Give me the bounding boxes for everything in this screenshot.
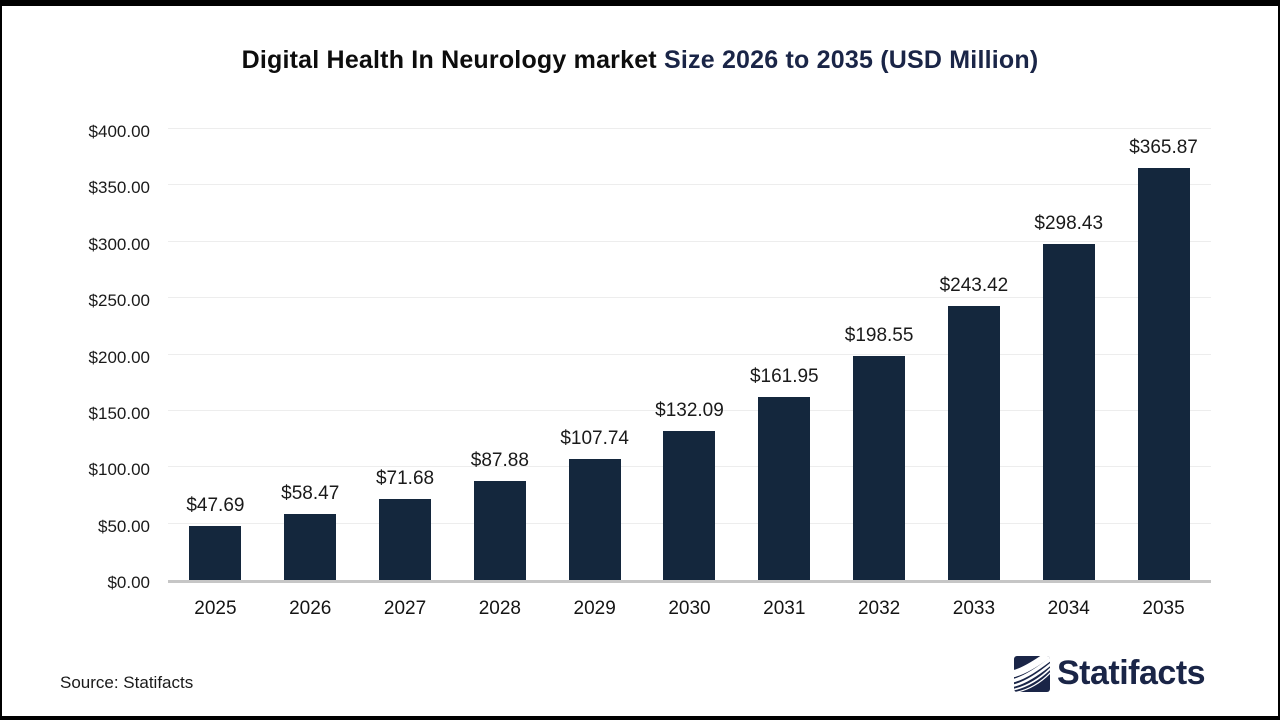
bar-slot: $107.74 bbox=[547, 132, 642, 580]
bar-slot: $87.88 bbox=[452, 132, 547, 580]
bar bbox=[758, 397, 811, 580]
bar-slot: $132.09 bbox=[642, 132, 737, 580]
bar-value-label: $132.09 bbox=[655, 400, 724, 422]
x-tick-label: 2029 bbox=[573, 598, 616, 619]
chart-title-accent: Size 2026 to 2035 (USD Million) bbox=[663, 46, 1039, 74]
bar-slot: $71.68 bbox=[358, 132, 453, 580]
y-tick-label: $400.00 bbox=[88, 122, 150, 141]
bar-value-label: $365.87 bbox=[1129, 136, 1198, 158]
bar-slot: $365.87 bbox=[1116, 132, 1211, 580]
y-tick-label: $150.00 bbox=[88, 403, 150, 423]
bar-value-label: $47.69 bbox=[186, 495, 245, 517]
statifacts-logo: Statifacts bbox=[1014, 651, 1206, 695]
x-tick-label: 2035 bbox=[1142, 598, 1185, 619]
gridline bbox=[168, 240, 1211, 242]
bar bbox=[568, 458, 621, 580]
y-tick-label: $300.00 bbox=[88, 234, 150, 254]
source-note: Source: Statifacts bbox=[60, 673, 194, 692]
y-tick-label: $0.00 bbox=[107, 573, 150, 592]
x-tick-label: 2025 bbox=[194, 598, 237, 619]
y-tick-label: $100.00 bbox=[88, 460, 150, 480]
bar-slot: $47.69 bbox=[168, 132, 263, 580]
x-tick-label: 2030 bbox=[668, 598, 711, 619]
bar-value-label: $161.95 bbox=[749, 366, 819, 388]
bar bbox=[284, 514, 337, 580]
chart-title: Digital Health In Neurology market Size … bbox=[2, 46, 1278, 75]
statifacts-logo-text: Statifacts bbox=[1057, 654, 1206, 692]
gridline bbox=[168, 353, 1211, 355]
bar bbox=[853, 356, 906, 580]
gridline bbox=[168, 409, 1211, 411]
gridline bbox=[168, 297, 1211, 299]
x-tick-label: 2027 bbox=[383, 598, 427, 619]
y-tick-label: $200.00 bbox=[88, 347, 150, 367]
statifacts-logo-icon bbox=[1014, 656, 1050, 692]
gridline bbox=[168, 128, 1211, 129]
y-axis-labels: $0.00 $50.00 $100.00 $150.00 $200.00 $250.00 $… bbox=[2, 122, 150, 592]
x-tick-label: 2034 bbox=[1047, 598, 1090, 619]
chart-title-main: Digital Health In Neurology market bbox=[241, 46, 664, 74]
bar-value-label: $71.68 bbox=[375, 468, 435, 490]
x-axis-labels: 2025 2026 2027 2028 2029 2030 2031 2032 2033 2034… bbox=[168, 598, 1211, 620]
bar-value-label: $198.55 bbox=[844, 325, 914, 347]
bar-value-label: $243.42 bbox=[939, 274, 1009, 296]
bar-value-label: $58.47 bbox=[281, 483, 340, 505]
y-tick-label: $50.00 bbox=[98, 516, 150, 536]
bar-slot: $58.47 bbox=[263, 132, 358, 580]
gridline bbox=[168, 184, 1211, 186]
y-tick-label: $250.00 bbox=[88, 291, 150, 311]
bar-value-label: $298.43 bbox=[1034, 212, 1104, 234]
bar-slot: $243.42 bbox=[927, 132, 1022, 580]
bar bbox=[189, 526, 242, 580]
x-tick-label: 2026 bbox=[289, 598, 332, 619]
bar-slot: $298.43 bbox=[1021, 132, 1116, 580]
bar-value-label: $107.74 bbox=[560, 427, 629, 449]
bar bbox=[379, 499, 432, 580]
bar bbox=[473, 480, 526, 580]
x-tick-label: 2032 bbox=[857, 598, 901, 619]
bar bbox=[663, 431, 716, 580]
bar-slot: $161.95 bbox=[737, 132, 832, 580]
y-tick-label: $350.00 bbox=[88, 178, 150, 198]
bar-value-label: $87.88 bbox=[470, 449, 529, 471]
x-tick-label: 2031 bbox=[763, 598, 806, 619]
x-tick-label: 2028 bbox=[478, 598, 521, 619]
bar bbox=[1042, 243, 1095, 580]
plot-area: $47.69 $58.47 $71.68 $87.88 $107.74 $132.09 $1… bbox=[168, 128, 1211, 583]
bar-slot: $198.55 bbox=[832, 132, 927, 580]
x-tick-label: 2033 bbox=[952, 598, 996, 619]
bar bbox=[1137, 167, 1190, 580]
bar bbox=[947, 305, 1000, 580]
